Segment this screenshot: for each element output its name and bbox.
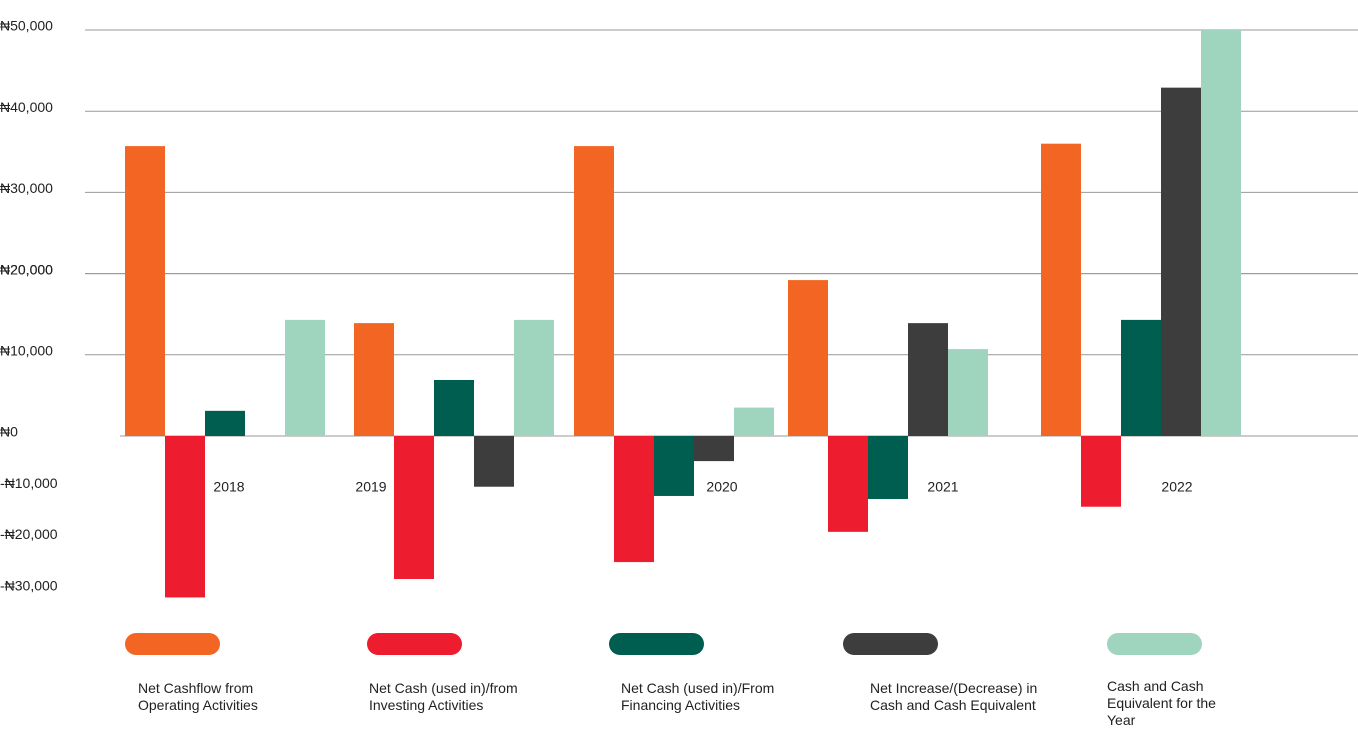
legend-label: Cash and Cash Equivalent for the Year <box>1107 678 1216 728</box>
legend-label: Net Cashflow from Operating Activities <box>138 680 258 713</box>
x-tick-label: 2022 <box>1161 479 1192 495</box>
bar <box>354 323 394 436</box>
x-tick-label: 2020 <box>706 479 737 495</box>
bar <box>694 436 734 462</box>
bar <box>654 436 694 496</box>
bar <box>948 349 988 436</box>
y-tick-label: ₦20,000 <box>0 261 53 277</box>
bar <box>868 436 908 500</box>
y-tick-label: -₦20,000 <box>0 526 58 542</box>
bar <box>394 436 434 579</box>
legend-swatch <box>609 633 704 655</box>
bar <box>828 436 868 532</box>
legend-label: Net Cash (used in)/from Investing Activi… <box>369 680 518 713</box>
legend-label: Net Increase/(Decrease) in Cash and Cash… <box>870 680 1038 713</box>
y-tick-label: ₦20,000 <box>0 261 53 277</box>
y-tick-label: -₦30,000 <box>0 577 58 593</box>
bar <box>125 146 165 436</box>
x-tick-label: 2021 <box>927 479 958 495</box>
x-tick-label: 2019 <box>355 479 386 495</box>
y-tick-label: ₦10,000 <box>0 343 53 359</box>
x-tick-label: 2018 <box>213 479 244 495</box>
bar <box>574 146 614 436</box>
bar <box>474 436 514 487</box>
bar <box>285 319 325 436</box>
bar <box>165 436 205 598</box>
bar <box>205 410 245 436</box>
bar <box>1081 436 1121 507</box>
y-tick-label: ₦50,000 <box>0 18 53 34</box>
bar <box>788 280 828 436</box>
y-tick-label: ₦0 <box>0 424 18 440</box>
bar <box>614 436 654 563</box>
legend-swatch <box>843 633 938 655</box>
bar <box>1041 143 1081 436</box>
bar <box>734 407 774 436</box>
y-tick-label: ₦30,000 <box>0 180 53 196</box>
bar <box>1161 87 1201 436</box>
y-tick-label: ₦40,000 <box>0 99 53 115</box>
legend-swatch <box>1107 633 1202 655</box>
legend-label: Net Cash (used in)/From Financing Activi… <box>621 680 775 713</box>
bar <box>908 323 948 436</box>
bar <box>514 319 554 436</box>
y-tick-label: -₦10,000 <box>0 475 58 491</box>
bar <box>434 379 474 436</box>
legend-swatch <box>125 633 220 655</box>
bar <box>1121 319 1161 436</box>
bar <box>1201 30 1241 436</box>
legend-swatch <box>367 633 462 655</box>
